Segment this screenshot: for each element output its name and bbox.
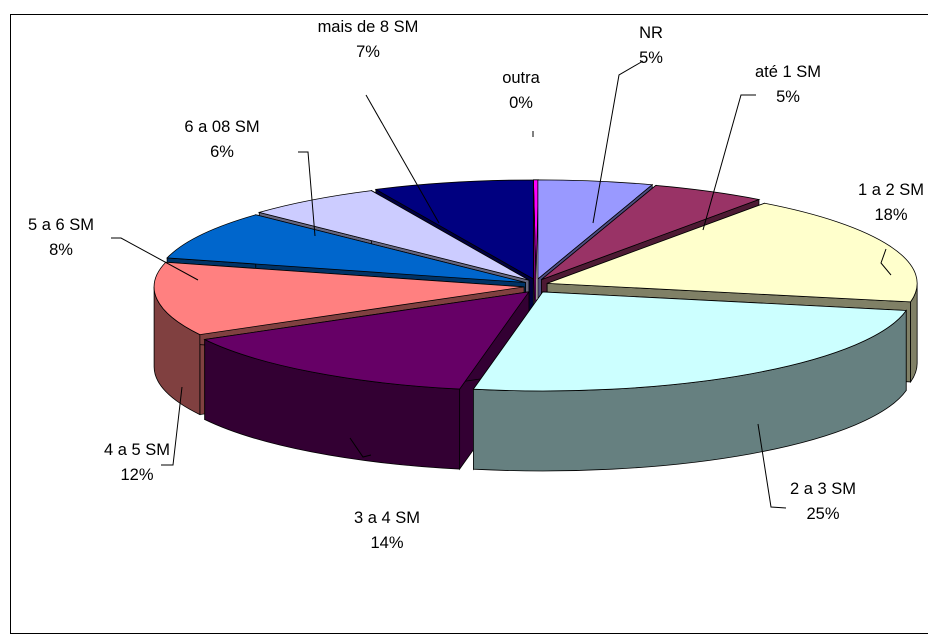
slice-percent-5-a-6-sm: 8% xyxy=(49,241,73,259)
pie-slice-3-a-4-sm xyxy=(203,290,530,471)
pie-chart: NR 5% até 1 SM 5% 1 a 2 SM 18% 2 a 3 SM 25% 3 a … xyxy=(28,18,924,552)
slice-label-3-a-4-sm: 3 a 4 SM xyxy=(354,509,420,527)
slice-label-5-a-6-sm: 5 a 6 SM xyxy=(28,216,94,234)
slice-label-mais-de-8-sm: mais de 8 SM xyxy=(318,18,419,36)
pie-slices xyxy=(153,179,918,472)
leader-line-nr xyxy=(592,60,644,224)
slice-percent-4-a-5-sm: 12% xyxy=(120,466,153,484)
slice-percent-6-a-08-sm: 6% xyxy=(210,143,234,161)
leader-line-5-a-6-sm xyxy=(111,237,199,281)
slice-percent-mais-de-8-sm: 7% xyxy=(356,43,380,61)
leader-line-at-1-sm xyxy=(702,94,756,231)
slice-percent-at-1-sm: 5% xyxy=(776,88,800,106)
slice-label-nr: NR xyxy=(639,24,663,42)
leader-line-4-a-5-sm xyxy=(161,386,183,466)
slice-percent-outra: 0% xyxy=(509,94,533,112)
leader-line-2-a-3-sm xyxy=(757,423,787,509)
slice-percent-nr: 5% xyxy=(639,49,663,67)
chart-area: NR 5% até 1 SM 5% 1 a 2 SM 18% 2 a 3 SM 25% 3 a … xyxy=(10,14,928,634)
leader-line-1-a-2-sm xyxy=(880,248,892,276)
pie-slice-2-a-3-sm xyxy=(472,290,907,472)
slice-percent-3-a-4-sm: 14% xyxy=(370,534,403,552)
slice-percent-1-a-2-sm: 18% xyxy=(874,206,907,224)
slice-percent-2-a-3-sm: 25% xyxy=(806,505,839,523)
slice-label-6-a-08-sm: 6 a 08 SM xyxy=(184,118,259,136)
slice-label-at-1-sm: até 1 SM xyxy=(755,63,821,81)
slice-label-outra: outra xyxy=(502,69,540,87)
data-labels: NR 5% até 1 SM 5% 1 a 2 SM 18% 2 a 3 SM 25% 3 a … xyxy=(28,18,924,552)
leader-line-6-a-08-sm xyxy=(298,151,316,237)
slice-label-4-a-5-sm: 4 a 5 SM xyxy=(104,441,170,459)
slice-label-1-a-2-sm: 1 a 2 SM xyxy=(858,181,924,199)
slice-label-2-a-3-sm: 2 a 3 SM xyxy=(790,480,856,498)
leader-line-3-a-4-sm xyxy=(349,437,372,458)
leader-line-mais-de-8-sm xyxy=(365,94,440,224)
